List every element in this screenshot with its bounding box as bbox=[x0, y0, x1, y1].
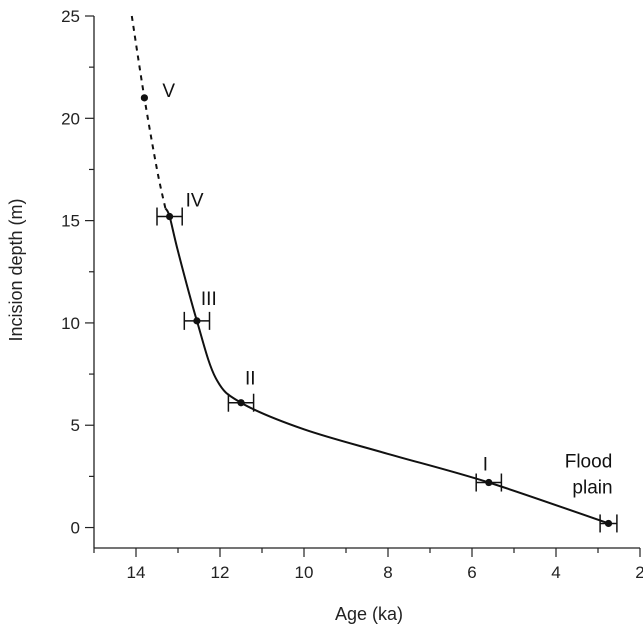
y-tick-label-20: 20 bbox=[61, 109, 80, 128]
point-marker bbox=[166, 212, 174, 221]
x-tick-label-8: 8 bbox=[383, 563, 392, 582]
x-tick-label-2: 2 bbox=[635, 563, 643, 582]
data-point-i: I bbox=[475, 455, 503, 492]
point-marker bbox=[140, 94, 148, 102]
y-tick-label-5: 5 bbox=[71, 416, 80, 435]
axes: 0 5 10 15 20 25 14 12 10 8 6 4 2 bbox=[61, 7, 643, 582]
y-axis-title: Incision depth (m) bbox=[6, 198, 26, 341]
point-marker bbox=[193, 317, 201, 325]
y-tick-label-15: 15 bbox=[61, 212, 80, 231]
point-label-ii: II bbox=[245, 369, 256, 390]
point-marker bbox=[485, 478, 493, 487]
data-point-v: V bbox=[140, 81, 175, 102]
incision-curve bbox=[164, 207, 609, 525]
point-label-i: I bbox=[483, 455, 488, 476]
x-tick-label-4: 4 bbox=[551, 563, 560, 582]
extrapolated-dashed-curve bbox=[130, 15, 167, 209]
data-point-iv: IV bbox=[156, 191, 204, 226]
data-point-iii: III bbox=[183, 289, 217, 330]
point-label-v: V bbox=[162, 81, 175, 102]
y-tick-label-25: 25 bbox=[61, 7, 80, 26]
x-tick-label-10: 10 bbox=[295, 563, 314, 582]
point-marker bbox=[237, 399, 245, 407]
curves bbox=[130, 15, 609, 525]
data-point-flood-plain: Flood plain bbox=[565, 451, 618, 533]
x-axis-title: Age (ka) bbox=[335, 604, 403, 624]
point-label-iv: IV bbox=[186, 191, 204, 212]
x-tick-label-14: 14 bbox=[127, 563, 146, 582]
point-marker bbox=[604, 519, 613, 528]
y-tick-label-10: 10 bbox=[61, 314, 80, 333]
point-label-flood: Flood bbox=[565, 451, 613, 472]
data-point-ii: II bbox=[227, 369, 256, 412]
x-tick-label-12: 12 bbox=[211, 563, 230, 582]
y-tick-label-0: 0 bbox=[71, 519, 80, 538]
point-label-plain: plain bbox=[572, 477, 612, 498]
point-label-iii: III bbox=[201, 289, 217, 310]
x-tick-label-6: 6 bbox=[467, 563, 476, 582]
